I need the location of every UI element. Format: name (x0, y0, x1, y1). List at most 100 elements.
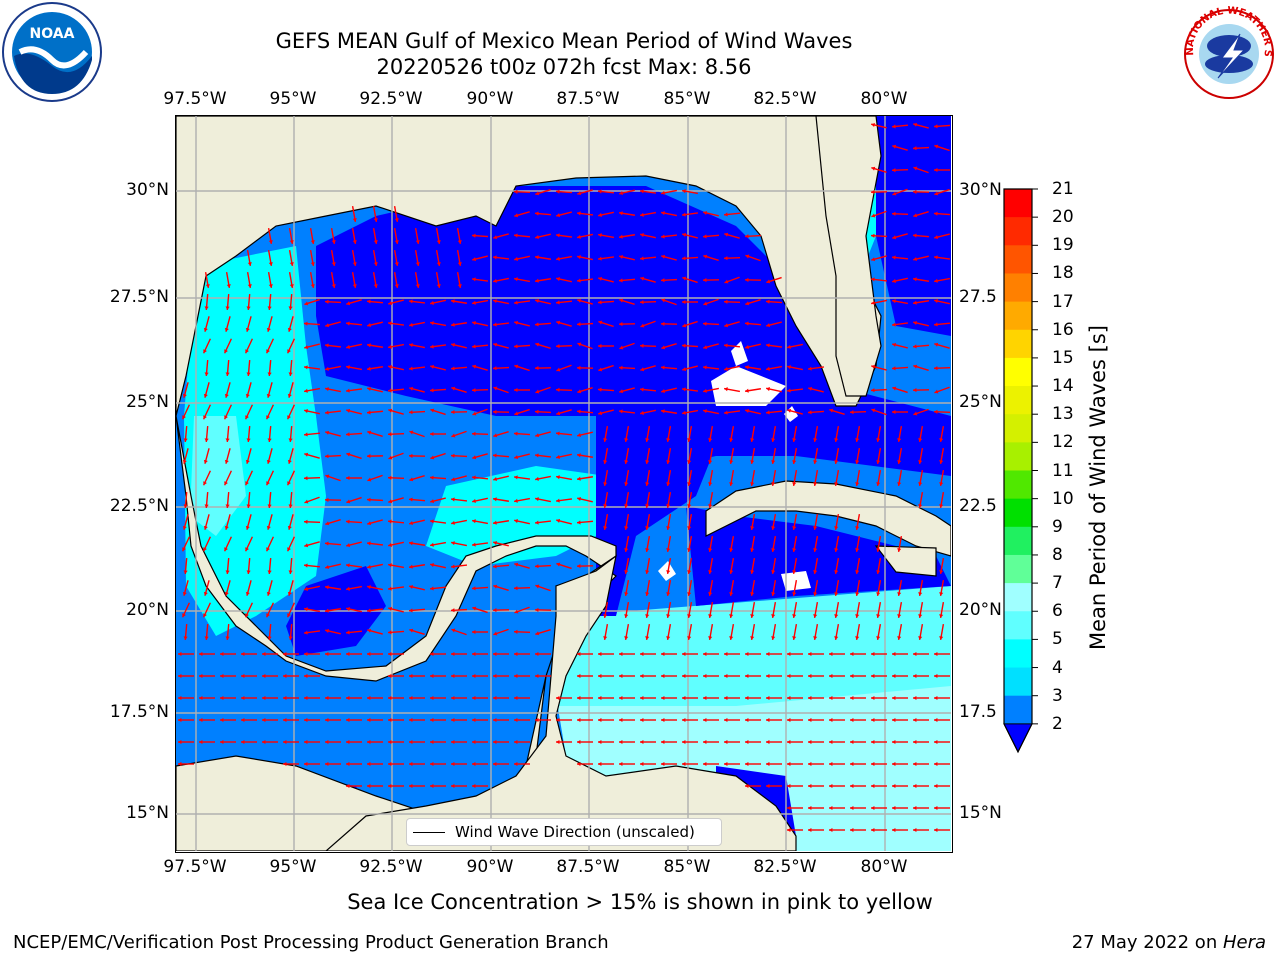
wave-direction-arrow (245, 448, 252, 464)
wave-direction-arrow (514, 320, 530, 327)
wave-direction-arrow (388, 541, 404, 547)
wave-direction-arrow (450, 497, 468, 502)
wave-direction-arrow (367, 783, 383, 789)
wave-direction-arrow (265, 470, 275, 486)
wave-direction-arrow (723, 299, 741, 304)
wave-direction-arrow (493, 277, 509, 283)
right-latitude-tick-label: 25°N (959, 392, 1002, 412)
wave-direction-arrow (703, 739, 719, 745)
wave-direction-arrow (702, 365, 720, 370)
wave-direction-arrow (514, 255, 530, 261)
wave-direction-arrow (220, 673, 236, 679)
wave-direction-arrow (792, 601, 798, 619)
wave-direction-arrow (388, 452, 404, 460)
wave-direction-arrow (283, 739, 299, 745)
wave-direction-arrow (766, 695, 782, 701)
wave-direction-arrow (729, 557, 735, 575)
wave-direction-arrow (225, 425, 230, 443)
wave-direction-arrow (745, 739, 761, 745)
wave-direction-arrow (246, 557, 251, 575)
wave-direction-arrow (451, 628, 467, 636)
wave-direction-arrow (225, 359, 230, 377)
wave-direction-arrow (304, 695, 320, 701)
wave-direction-arrow (576, 322, 594, 327)
wave-direction-arrow (750, 579, 756, 597)
wave-direction-arrow (262, 695, 278, 701)
bottom-longitude-tick-label: 97.5°W (163, 857, 227, 877)
wave-direction-arrow (597, 300, 615, 305)
wave-direction-arrow (576, 409, 594, 414)
wave-direction-arrow (870, 388, 888, 393)
wave-direction-arrow (262, 739, 278, 745)
wave-direction-arrow (409, 673, 425, 679)
wave-direction-arrow (493, 299, 509, 305)
wave-direction-arrow (745, 783, 761, 789)
wave-direction-arrow (493, 651, 509, 657)
wave-direction-arrow (640, 761, 656, 767)
wave-direction-arrow (577, 298, 593, 305)
colorbar-tick-label: 4 (1052, 657, 1063, 678)
wave-direction-arrow (303, 630, 321, 635)
wave-direction-arrow (912, 233, 930, 238)
wave-direction-arrow (808, 827, 824, 833)
right-latitude-tick-label: 17.5 (959, 702, 997, 722)
wave-direction-arrow (267, 271, 273, 289)
wave-direction-arrow (414, 227, 420, 245)
wave-direction-arrow (430, 739, 446, 745)
wave-direction-arrow (325, 628, 341, 635)
wave-direction-arrow (912, 189, 930, 194)
wave-direction-arrow (834, 447, 840, 465)
wave-direction-arrow (451, 475, 467, 482)
wave-direction-arrow (934, 673, 950, 679)
wave-direction-arrow (429, 519, 447, 524)
wave-direction-arrow (345, 365, 363, 371)
wave-direction-arrow (745, 651, 761, 657)
wave-direction-arrow (387, 388, 405, 393)
wave-direction-arrow (324, 454, 342, 459)
wave-direction-arrow (325, 365, 341, 371)
wave-direction-arrow (808, 761, 824, 767)
wave-direction-arrow (745, 717, 761, 723)
wave-direction-arrow (303, 432, 321, 437)
wave-direction-arrow (451, 783, 467, 789)
wave-direction-arrow (913, 783, 929, 789)
colorbar-tick-label: 5 (1052, 629, 1063, 650)
wave-direction-arrow (813, 513, 819, 531)
wave-direction-arrow (603, 601, 609, 619)
nws-logo: NATIONAL WEATHER SERVICE (1178, 0, 1274, 99)
wave-direction-arrow (787, 673, 803, 679)
wave-direction-arrow (471, 519, 489, 525)
wave-direction-arrow (745, 761, 761, 767)
wave-direction-arrow (834, 557, 840, 575)
wave-direction-arrow (891, 366, 909, 371)
wave-direction-arrow (409, 695, 425, 701)
wave-direction-arrow (430, 783, 446, 789)
wave-direction-arrow (472, 497, 488, 503)
wave-direction-arrow (534, 453, 552, 458)
wave-direction-arrow (619, 673, 635, 679)
wave-direction-arrow (892, 651, 908, 657)
wave-direction-arrow (223, 470, 233, 486)
wave-direction-arrow (367, 628, 383, 635)
wave-direction-arrow (182, 382, 189, 398)
wave-direction-arrow (429, 321, 447, 327)
wave-direction-arrow (829, 408, 845, 416)
wave-direction-arrow (766, 739, 782, 745)
wave-direction-arrow (202, 536, 212, 552)
wave-direction-arrow (346, 695, 362, 701)
wave-direction-arrow (661, 717, 677, 723)
wave-direction-arrow (471, 344, 489, 349)
wave-direction-arrow (535, 233, 551, 240)
wave-direction-arrow (388, 497, 404, 504)
east-gulf-dark-region (596, 416, 716, 616)
wave-direction-arrow (183, 491, 188, 509)
wave-direction-arrow (624, 425, 630, 443)
wave-direction-arrow (918, 447, 924, 465)
wave-direction-arrow (918, 491, 924, 509)
wave-direction-arrow (771, 469, 777, 487)
wave-direction-arrow (345, 585, 363, 591)
wave-direction-arrow (514, 211, 530, 218)
wave-direction-arrow (750, 601, 756, 619)
wave-direction-arrow (624, 447, 630, 465)
wave-direction-arrow (787, 408, 803, 415)
